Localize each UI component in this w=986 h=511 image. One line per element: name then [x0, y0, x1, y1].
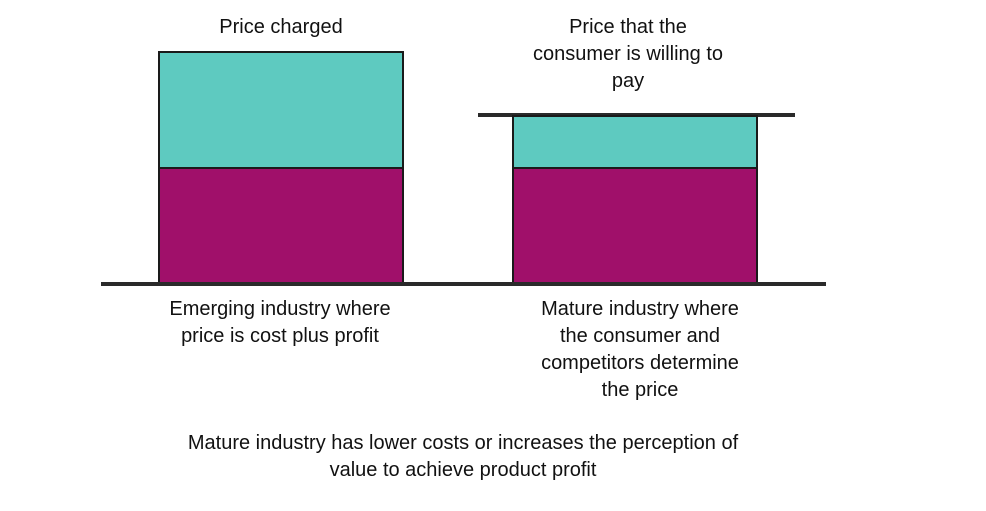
footer-text: Mature industry has lower costs or incre…: [187, 432, 739, 481]
right-top-label: Price that the consumer is willing to pa…: [532, 16, 724, 92]
right-profit-block: [512, 115, 758, 170]
right-bottom-label: Mature industry where the consumer and c…: [541, 298, 739, 401]
baseline: [101, 282, 826, 286]
right-cost-block: [512, 167, 758, 285]
left-bottom-label: Emerging industry where price is cost pl…: [169, 298, 391, 347]
left-top-label: Price charged: [219, 16, 343, 38]
left-profit-block: [158, 51, 404, 170]
left-cost-block: [158, 167, 404, 285]
